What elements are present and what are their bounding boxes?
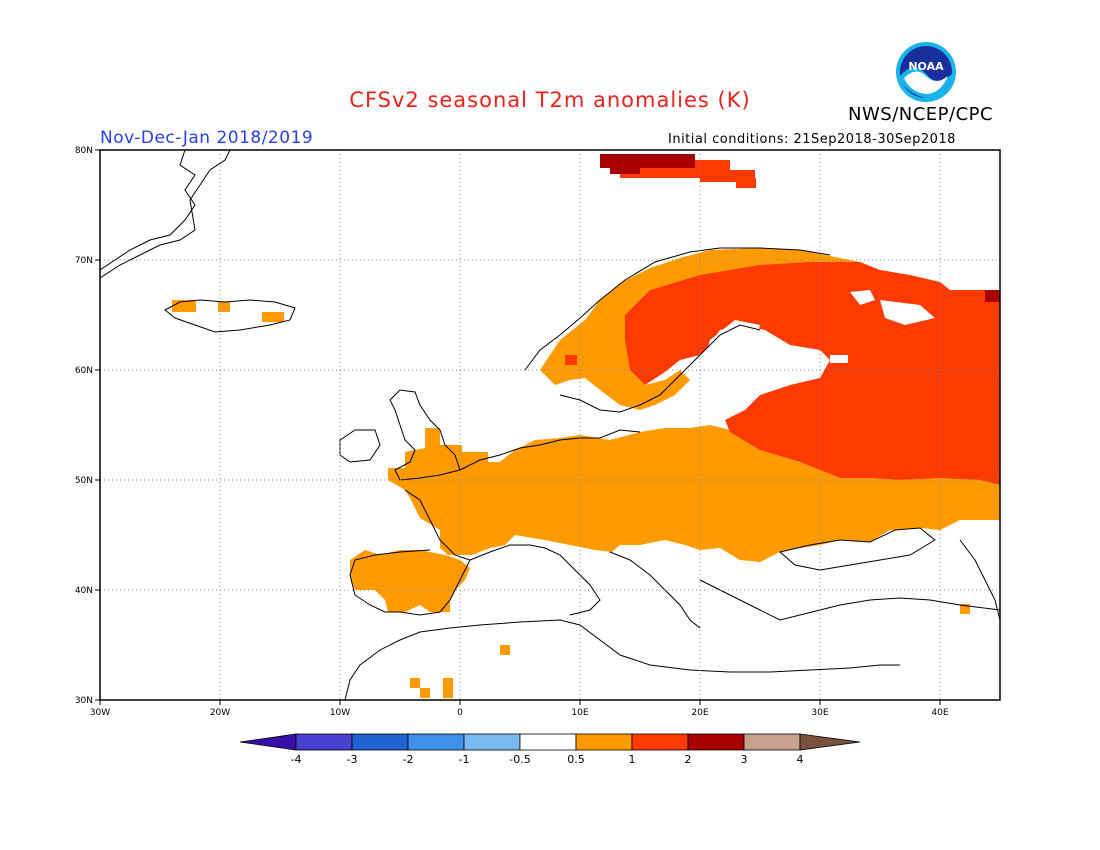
period-label: Nov-Dec-Jan 2018/2019 [100, 128, 314, 148]
colorbar-segment [743, 733, 801, 751]
organization-label: NWS/NCEP/CPC [848, 104, 994, 125]
map-frame [99, 149, 1001, 701]
lon-label: 10E [571, 708, 588, 718]
colorbar-label: -1 [459, 753, 470, 766]
colorbar-label: 4 [797, 753, 804, 766]
colorbar-label: 3 [741, 753, 748, 766]
colorbar-segment [631, 733, 689, 751]
lat-label: 40N [75, 586, 93, 596]
noaa-logo-text: NOAA [908, 60, 944, 73]
longitude-labels: 30W 20W 10W 0 10E 20E 30E 40E [90, 708, 949, 718]
colorbar-segment [407, 733, 465, 751]
lon-label: 40E [931, 708, 948, 718]
lon-label: 0 [457, 708, 463, 718]
colorbar-arrow-left [239, 733, 297, 751]
lon-label: 10W [330, 708, 350, 718]
colorbar-label: -2 [403, 753, 414, 766]
colorbar-segment [463, 733, 521, 751]
initial-conditions-label: Initial conditions: 21Sep2018-30Sep2018 [668, 132, 956, 147]
colorbar-segment [351, 733, 409, 751]
anomaly-region-2-3 [600, 154, 1000, 302]
map-title: CFSv2 seasonal T2m anomalies (K) [349, 88, 751, 112]
lat-label: 30N [75, 696, 93, 706]
colorbar-segment [519, 733, 577, 751]
noaa-logo: NOAA [896, 42, 956, 102]
colorbar-label: -0.5 [509, 753, 530, 766]
anomaly-fields [100, 150, 1000, 700]
colorbar-label: -3 [347, 753, 358, 766]
colorbar [239, 733, 861, 751]
latitude-labels: 80N 70N 60N 50N 40N 30N [75, 146, 93, 706]
lat-label: 70N [75, 256, 93, 266]
lon-label: 20E [691, 708, 708, 718]
colorbar-label: 2 [685, 753, 692, 766]
colorbar-segment [295, 733, 353, 751]
lon-label: 20W [210, 708, 230, 718]
lon-label: 30W [90, 708, 110, 718]
tick-marks [95, 149, 941, 705]
sea-gaps [705, 290, 935, 363]
lat-label: 60N [75, 366, 93, 376]
colorbar-segment [575, 733, 633, 751]
colorbar-arrow-right [799, 733, 861, 751]
colorbar-label: -4 [291, 753, 302, 766]
lat-label: 80N [75, 146, 93, 156]
colorbar-label: 0.5 [567, 753, 585, 766]
colorbar-label: 1 [629, 753, 636, 766]
colorbar-labels: -4 -3 -2 -1 -0.5 0.5 1 2 3 4 [291, 753, 804, 766]
lat-label: 50N [75, 476, 93, 486]
colorbar-segment [687, 733, 745, 751]
lon-label: 30E [811, 708, 828, 718]
